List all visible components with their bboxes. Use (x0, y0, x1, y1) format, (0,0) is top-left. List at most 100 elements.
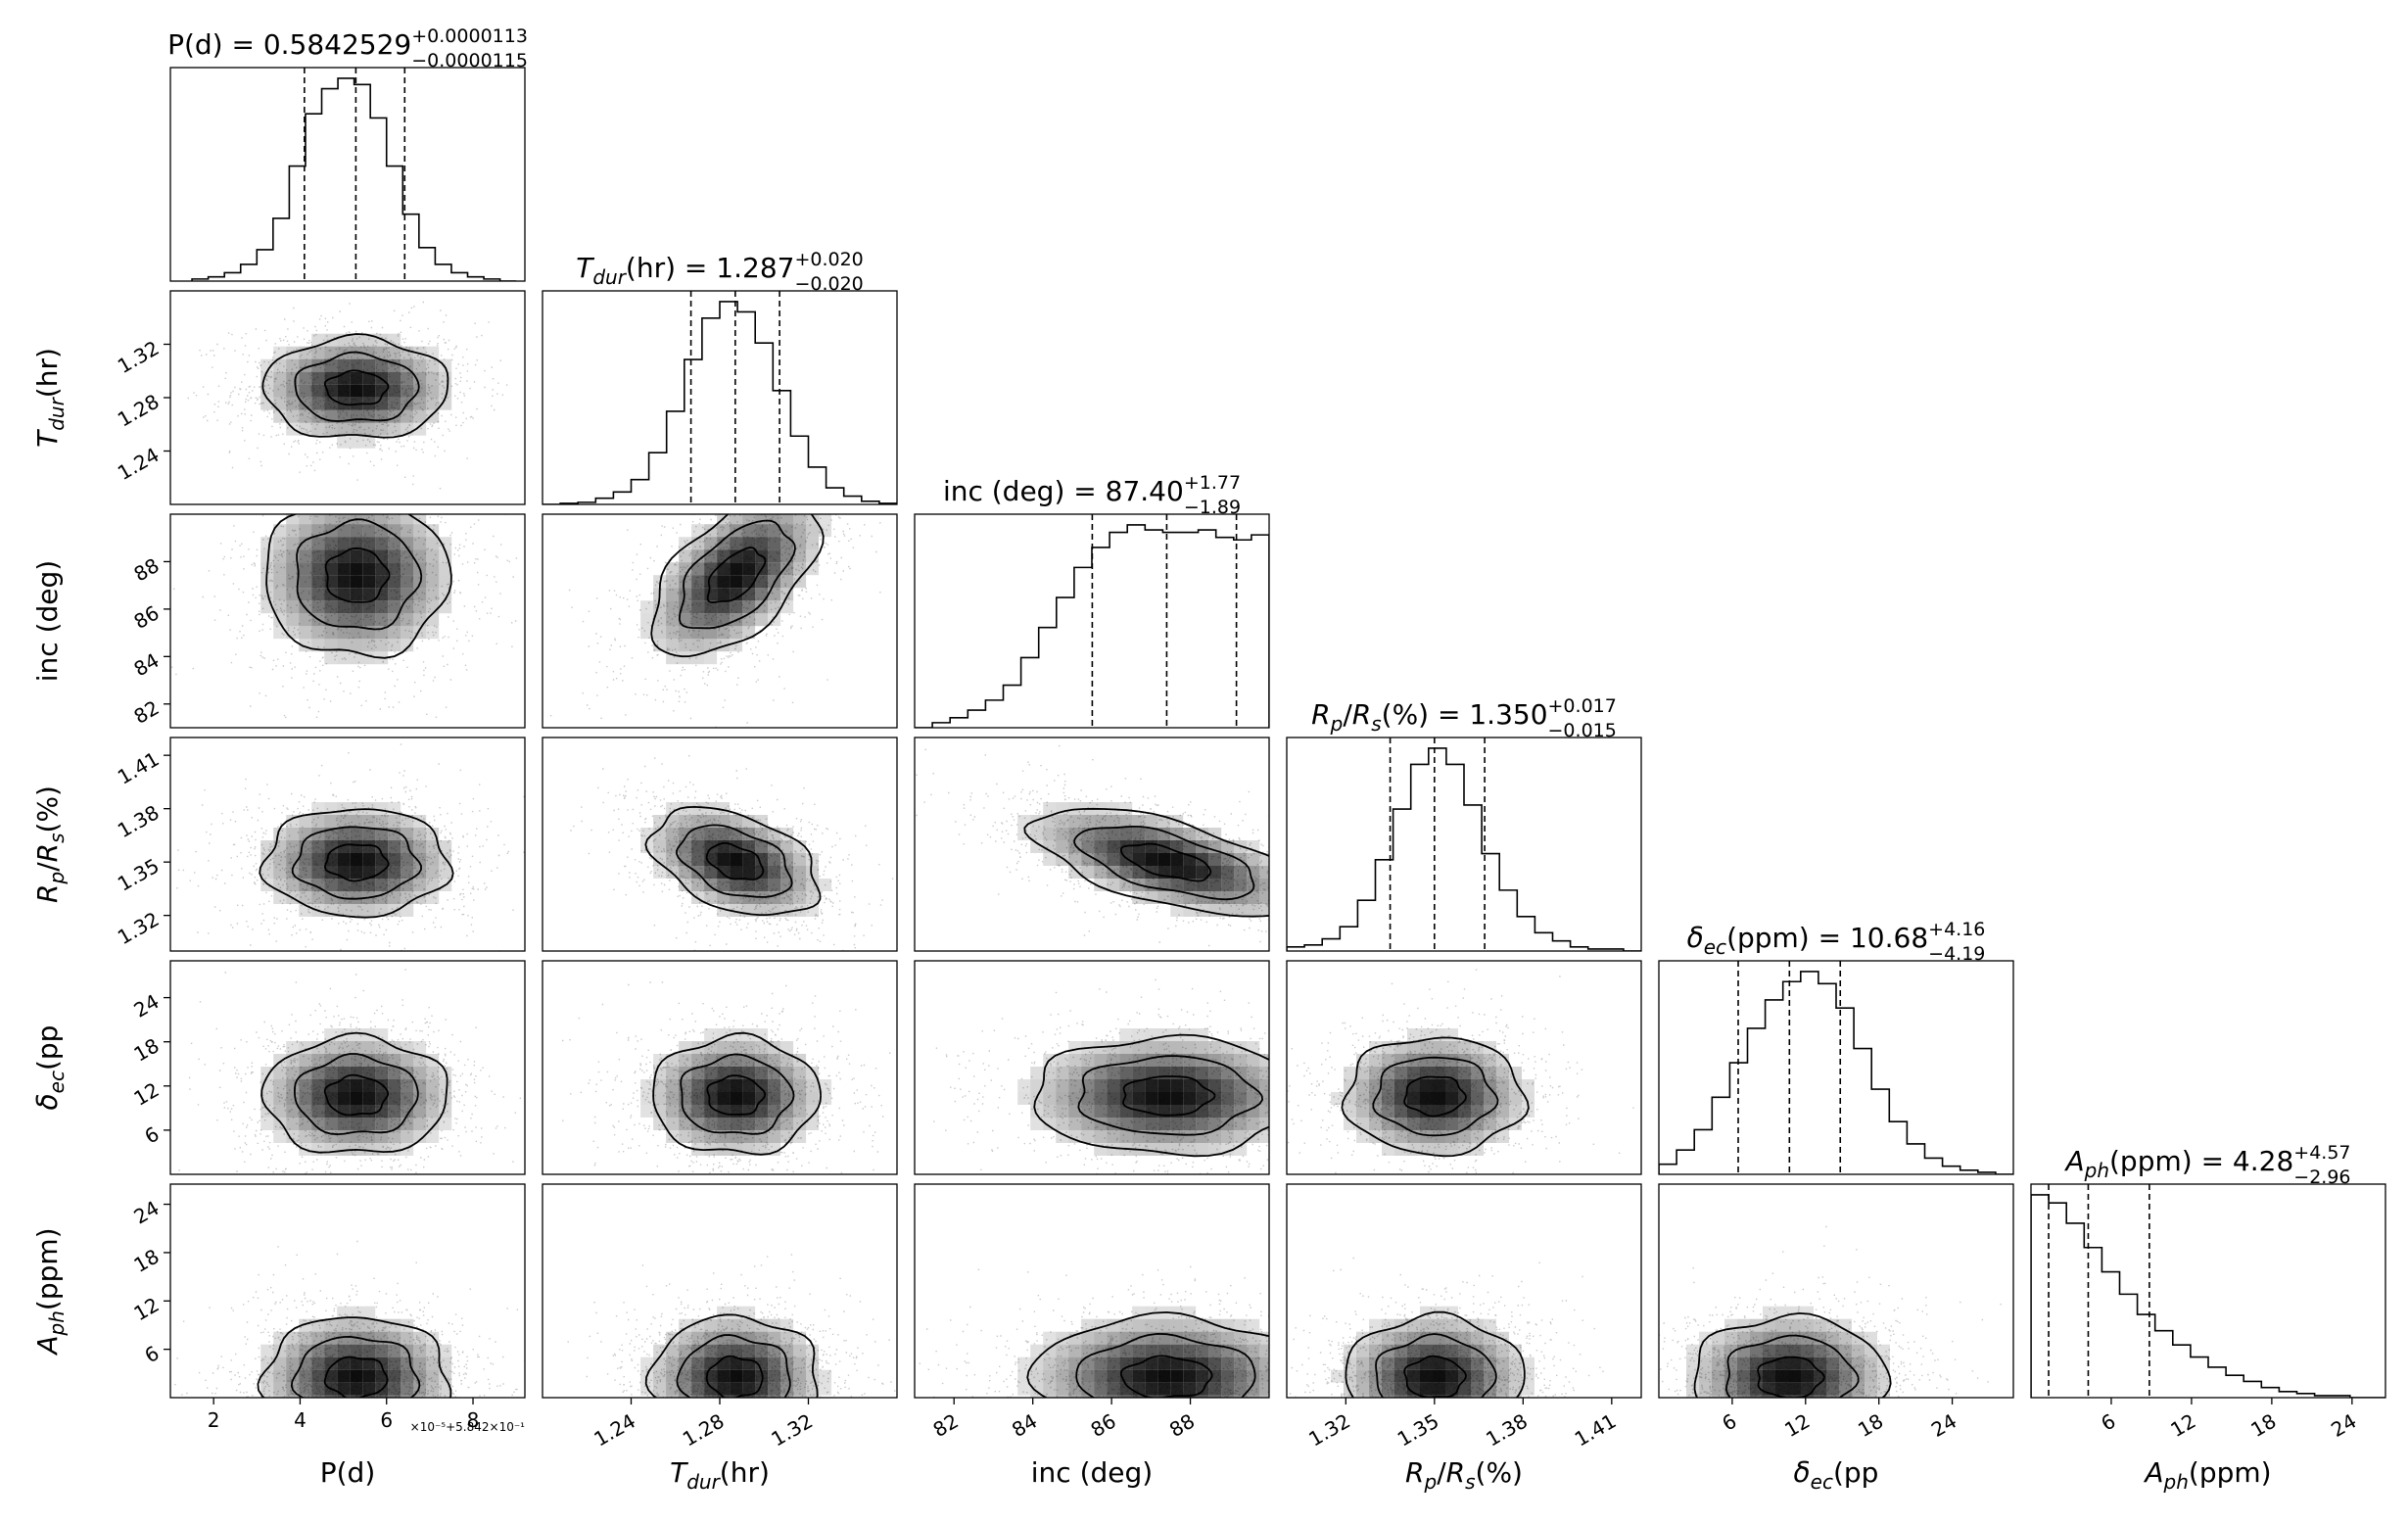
density-cell (768, 1356, 781, 1370)
density-cell (388, 626, 401, 640)
density-cell (273, 397, 287, 410)
panel-content (570, 755, 894, 951)
x-tick-label: 1.32 (1304, 1409, 1354, 1452)
density-cell (299, 588, 312, 601)
density-cell (679, 1344, 692, 1357)
x-tick-label: 6 (2097, 1409, 2119, 1436)
density-cell (350, 333, 363, 347)
density-cell (426, 1079, 440, 1092)
density-cell (260, 1344, 274, 1357)
density-cell (1056, 1079, 1069, 1092)
density-cell (299, 575, 312, 589)
density-cell (730, 1318, 743, 1332)
density-cell (362, 815, 376, 828)
density-cell (1865, 1331, 1877, 1345)
density-cell (273, 600, 287, 614)
density-cell (1107, 1092, 1120, 1105)
density-cell (704, 1092, 718, 1105)
density-cell (742, 575, 756, 589)
density-cell (1170, 1356, 1184, 1370)
contour-line (1122, 1075, 1216, 1117)
density-cell (286, 840, 300, 853)
density-cell (362, 1408, 375, 1421)
density-cell (1145, 1143, 1158, 1156)
density-cell (426, 358, 440, 372)
density-cell (1196, 1054, 1209, 1067)
density-cell (1132, 1130, 1146, 1143)
density-cell (1221, 1421, 1234, 1434)
density-cell (324, 639, 338, 652)
density-cell (324, 575, 338, 589)
density-cell (350, 435, 363, 449)
histogram-title-minus: −2.96 (2293, 1166, 2350, 1188)
density-cell (1081, 1356, 1095, 1370)
density-cell (1788, 1318, 1801, 1332)
density-cell (337, 1369, 351, 1383)
density-cell (717, 537, 731, 550)
density-cell (350, 1028, 363, 1041)
y-tick-label: 1.41 (114, 747, 164, 789)
density-cell (1801, 1395, 1814, 1398)
density-cell (704, 651, 718, 665)
density-cell (742, 1318, 756, 1332)
density-cell (299, 1395, 312, 1398)
density-cell (1826, 1408, 1839, 1421)
density-cell (1272, 1396, 1285, 1408)
density-cell (426, 1395, 440, 1398)
density-cell (426, 409, 440, 423)
y-tick-label: 1.24 (114, 443, 164, 485)
density-cell (1331, 1092, 1344, 1105)
density-cell (1801, 1369, 1814, 1383)
density-cell (362, 1041, 376, 1054)
density-cell (1132, 866, 1146, 879)
density-cell (375, 524, 389, 538)
density-cell (653, 840, 667, 853)
panel-content (1659, 1225, 2002, 1421)
density-cell (273, 1105, 287, 1118)
density-cell (362, 422, 376, 436)
x-tick-label: 24 (1927, 1409, 1960, 1443)
y-axis-label: Rp​/Rs​(%) (31, 785, 69, 903)
density-cell (679, 575, 692, 589)
density-cell (299, 1130, 312, 1143)
density-cell (1826, 1356, 1839, 1370)
density-cell (1094, 853, 1108, 866)
density-cell (1132, 853, 1146, 866)
histogram-Tdur: Tdur​(hr) = 1.287+0.020−0.020 (542, 249, 898, 505)
density-cell (286, 1041, 300, 1054)
density-cell (1496, 1092, 1509, 1105)
x-tick-label: 82 (929, 1409, 963, 1443)
density-cell (388, 1143, 401, 1156)
density-cell (375, 346, 389, 359)
panel-Tdur-vs-Aph (542, 1183, 898, 1399)
density-cell (1221, 1079, 1235, 1092)
density-cell (1484, 1092, 1496, 1105)
density-cell (1094, 815, 1108, 828)
density-cell (299, 815, 312, 828)
density-cell (1458, 1434, 1471, 1447)
density-cell (426, 371, 440, 385)
density-cell (1132, 1028, 1146, 1041)
density-cell (375, 853, 389, 866)
density-cell (730, 1369, 743, 1383)
density-cell (260, 549, 274, 563)
density-cell (273, 409, 287, 423)
density-cell (1234, 1356, 1248, 1370)
density-cell (1157, 1041, 1171, 1054)
y-tick-label: 82 (129, 695, 163, 729)
density-cell (1234, 1143, 1248, 1156)
density-cell (1094, 1054, 1108, 1067)
density-cell (1234, 1395, 1248, 1398)
x-tick-label: 1.24 (590, 1409, 639, 1452)
density-cell (388, 409, 401, 423)
density-cell (1234, 1408, 1247, 1421)
density-cell (1775, 1369, 1788, 1383)
density-cell (1234, 1079, 1248, 1092)
density-cell (299, 891, 312, 904)
density-cell (388, 639, 401, 652)
density-cell (1157, 1079, 1171, 1092)
density-cell (311, 1054, 325, 1067)
density-cell (375, 613, 389, 627)
density-cell (439, 1395, 452, 1398)
density-cell (742, 891, 756, 904)
